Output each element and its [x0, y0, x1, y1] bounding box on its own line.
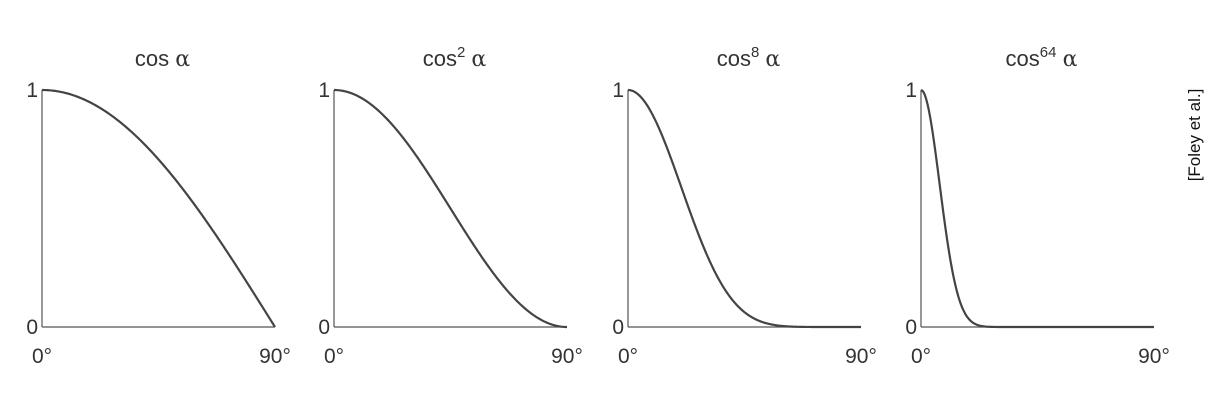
chart-title: cos2 α [423, 44, 487, 72]
x-tick-label: 90° [551, 345, 583, 368]
series-line [41, 88, 276, 328]
title-variable: α [765, 47, 780, 72]
figure-credit: [Foley et al.] [1180, 50, 1210, 220]
title-function: cos [423, 46, 457, 71]
chart-panel-1: cos α 0 1 0° 90° [26, 46, 291, 368]
series-line [333, 88, 568, 329]
y-tick-label: 0 [26, 316, 38, 339]
chart-title: cos8 α [717, 44, 781, 72]
chart-panel-2: cos2 α 0 1 0° 90° [318, 44, 583, 368]
title-variable: α [175, 47, 190, 72]
y-tick-label: 0 [318, 316, 330, 339]
title-function: cos [1006, 46, 1040, 71]
chart-panel-4: cos64 α 0 1 0° 90° [905, 44, 1170, 368]
x-tick-label: 0° [324, 345, 344, 368]
x-tick-label: 90° [1138, 345, 1170, 368]
chart-title: cos64 α [1006, 44, 1078, 72]
series-line [920, 88, 1154, 329]
y-tick-label: 1 [26, 79, 38, 102]
title-exponent: 2 [457, 44, 465, 61]
title-exponent: 8 [751, 44, 759, 61]
y-tick-label: 0 [612, 316, 624, 339]
x-tick-label: 90° [259, 345, 291, 368]
title-variable: α [471, 47, 486, 72]
credit-label: [Foley et al.] [1185, 88, 1204, 182]
x-tick-label: 0° [32, 345, 52, 368]
chart-title: cos α [135, 46, 190, 72]
x-tick-label: 90° [845, 345, 877, 368]
title-function: cos [717, 46, 751, 71]
x-tick-label: 0° [911, 345, 931, 368]
y-tick-label: 1 [318, 79, 330, 102]
title-exponent: 64 [1040, 44, 1057, 61]
y-tick-label: 1 [612, 79, 624, 102]
chart-panel-3: cos8 α 0 1 0° 90° [612, 44, 877, 368]
title-variable: α [1063, 47, 1078, 72]
title-function: cos [135, 46, 169, 71]
y-tick-label: 0 [905, 316, 917, 339]
x-tick-label: 0° [618, 345, 638, 368]
y-tick-label: 1 [905, 79, 917, 102]
series-line [627, 88, 861, 329]
